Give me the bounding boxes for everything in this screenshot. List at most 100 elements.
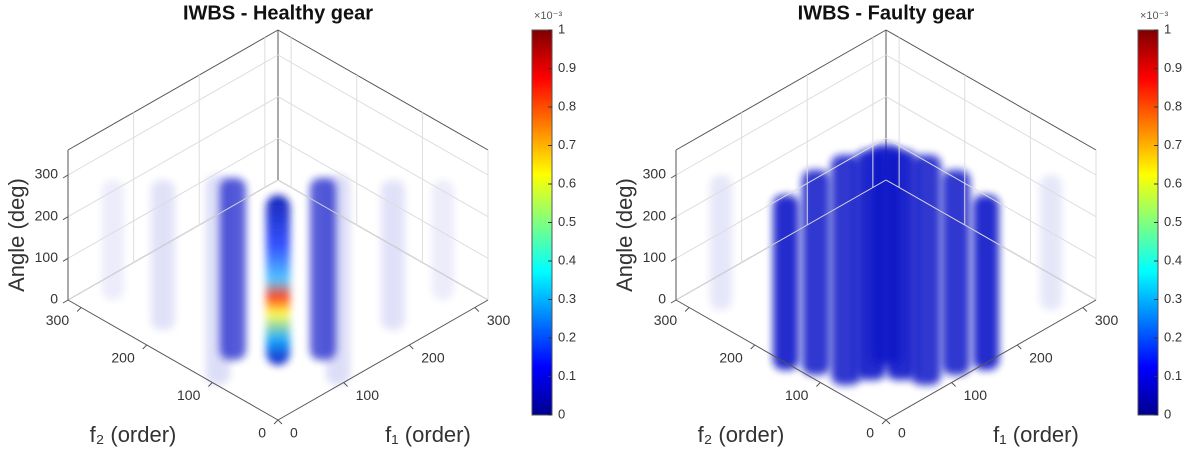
volume-slab (151, 180, 175, 330)
chart-title: IWBS - Healthy gear (183, 2, 373, 24)
tick-mark (62, 257, 69, 262)
z-tick-label: 300 (643, 166, 667, 182)
box-edge (675, 29, 887, 151)
x-tick-label: 0 (290, 425, 298, 441)
x-tick-label: 200 (1029, 350, 1053, 366)
z-axis-label: Angle (deg) (612, 178, 637, 292)
tick-mark (1082, 307, 1088, 312)
tick-mark (76, 307, 82, 312)
y-axis (67, 299, 279, 421)
tick-mark (670, 174, 677, 179)
colorbar-exponent: ×10⁻³ (534, 10, 562, 22)
grid-line (885, 137, 1097, 259)
tick-mark (881, 419, 887, 425)
y-tick-label: 200 (111, 350, 135, 366)
grid-line (67, 137, 279, 259)
volume-slab (773, 195, 799, 370)
box-edge (885, 29, 1097, 151)
x-tick-label: 300 (1095, 312, 1119, 328)
colorbar-tick-label: 0.5 (558, 214, 576, 229)
colorbar-tick-label: 0.1 (558, 368, 576, 383)
colorbar-exponent: ×10⁻³ (1140, 10, 1168, 22)
colorbar-tick-label: 0.5 (1164, 214, 1182, 229)
x-tick-label: 100 (356, 387, 380, 403)
tick-mark (343, 382, 348, 387)
chart-title: IWBS - Faulty gear (798, 2, 975, 24)
volume-slab (710, 175, 732, 310)
colorbar-tick-label: 0.2 (1164, 329, 1182, 344)
x-tick-label: 300 (487, 312, 511, 328)
tick-mark (670, 216, 677, 221)
z-tick-label: 300 (35, 166, 59, 182)
colorbar-tick-label: 0.3 (1164, 291, 1182, 306)
colorbar-tick-label: 0.2 (558, 329, 576, 344)
tick-mark (670, 257, 677, 262)
grid-line (277, 179, 489, 301)
volume-slab (973, 195, 999, 370)
x-tick-label: 200 (421, 350, 445, 366)
y-tick-label: 200 (719, 350, 743, 366)
y-tick-label: 100 (785, 387, 809, 403)
grid-line (67, 96, 279, 218)
tick-mark (1016, 344, 1022, 350)
z-tick-label: 0 (50, 291, 58, 307)
colorbar-tick-label: 0.6 (558, 175, 576, 190)
z-tick-label: 100 (35, 249, 59, 265)
tick-mark (142, 344, 148, 350)
colorbar-tick-label: 0.6 (1164, 175, 1182, 190)
x-tick-label: 0 (898, 425, 906, 441)
volume-slab (802, 170, 830, 375)
z-tick-label: 0 (658, 291, 666, 307)
grid-line (675, 96, 887, 218)
colorbar-tick-label: 0.4 (558, 252, 576, 267)
grid-line (675, 54, 887, 176)
colorbar-tick-label: 0.9 (1164, 60, 1182, 75)
volume-slab (942, 170, 970, 375)
chart-panel: 0 100 200 300 0 100 200 300 0 100 200 300 IWBS - Fau… (612, 2, 1182, 447)
box-edge (67, 29, 279, 151)
grid-line (277, 96, 489, 218)
colorbar-tick-label: 0.4 (1164, 252, 1182, 267)
tick-mark (474, 307, 480, 312)
x-axis (885, 299, 1097, 421)
y-tick-label: 100 (177, 387, 201, 403)
y-axis-label: f₂ (order) (698, 422, 785, 447)
colorbar-tick-label: 0.8 (558, 98, 576, 113)
volume-slab (102, 180, 124, 300)
grid-line (277, 54, 489, 176)
tick-mark (816, 382, 821, 387)
tick-mark (273, 419, 279, 425)
colorbar-tick-label: 0.3 (558, 291, 576, 306)
y-tick-label: 0 (258, 425, 266, 441)
volume-slab (310, 178, 336, 360)
tick-mark (750, 344, 756, 350)
tick-mark (670, 299, 677, 304)
colorbar-tick-label: 1 (1164, 21, 1171, 36)
colorbar-tick-label: 0.7 (1164, 137, 1182, 152)
grid-line (885, 179, 1097, 301)
tick-mark (62, 299, 69, 304)
y-tick-label: 300 (46, 312, 70, 328)
tick-mark (885, 419, 891, 425)
colorbar-tick-label: 0 (558, 406, 565, 421)
volume-slab (220, 178, 246, 360)
grid-line (675, 137, 887, 259)
volume-slab (381, 180, 405, 330)
y-tick-label: 300 (654, 312, 678, 328)
grid-line (885, 96, 1097, 218)
volume-slab (871, 145, 901, 365)
colorbar-tick-label: 0.8 (1164, 98, 1182, 113)
colorbar-tick-label: 0.1 (1164, 368, 1182, 383)
tick-mark (951, 382, 956, 387)
y-axis-label: f₂ (order) (90, 422, 177, 447)
grid-line (675, 179, 887, 301)
tick-mark (208, 382, 213, 387)
tick-mark (62, 174, 69, 179)
colorbar-tick-label: 0.9 (558, 60, 576, 75)
tick-mark (277, 419, 283, 425)
volume-slab (1040, 175, 1062, 310)
chart-panel: 0 100 200 300 0 100 200 300 0 100 200 300 IWBS - Hea… (4, 2, 576, 447)
x-axis-label: f₁ (order) (385, 422, 471, 447)
volume-slab (432, 180, 454, 300)
